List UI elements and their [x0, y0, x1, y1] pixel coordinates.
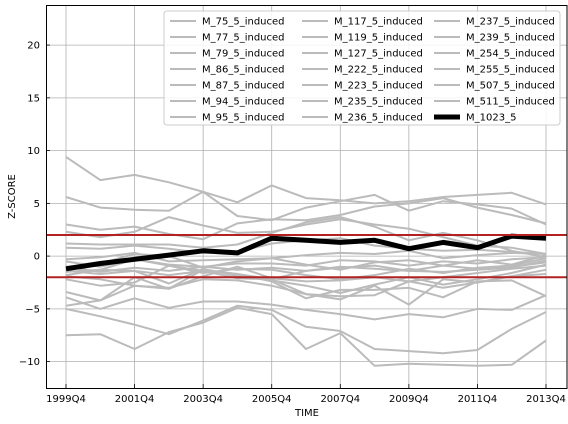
legend-entry: M_1023_5 [466, 113, 516, 124]
x-tick-label: 1999Q4 [46, 394, 86, 405]
legend-entry: M_222_5_induced [334, 65, 423, 76]
legend-entry: M_79_5_induced [202, 49, 285, 60]
legend-entry: M_235_5_induced [334, 97, 423, 108]
legend-entry: M_511_5_induced [466, 97, 555, 108]
y-tick-label: 15 [27, 93, 40, 104]
legend-entry: M_119_5_induced [334, 33, 423, 44]
legend-entry: M_94_5_induced [202, 97, 285, 108]
x-tick-label: 2003Q4 [183, 394, 223, 405]
y-tick-label: −10 [19, 357, 40, 368]
x-axis-label: TIME [294, 408, 319, 419]
y-tick-label: −5 [25, 304, 40, 315]
x-tick-label: 2009Q4 [389, 394, 429, 405]
legend-entry: M_507_5_induced [466, 81, 555, 92]
series-line [65, 216, 547, 255]
legend-entry: M_95_5_induced [202, 113, 285, 124]
series-line [65, 253, 547, 271]
x-tick-label: 2013Q4 [526, 394, 566, 405]
y-tick-label: 20 [27, 41, 40, 52]
x-tick-label: 2005Q4 [252, 394, 292, 405]
highlight-series-line [65, 233, 547, 272]
series-line [65, 156, 547, 206]
y-tick-label: 5 [34, 199, 40, 210]
legend-entry: M_236_5_induced [334, 113, 423, 124]
legend-entry: M_86_5_induced [202, 65, 285, 76]
series-line [65, 197, 547, 241]
axis-ticks: −10 −5 0 5 10 15 20 1999Q4 2001Q4 2003Q4 2005Q4 200… [19, 41, 566, 405]
series-line [65, 216, 547, 259]
series-line [65, 304, 547, 355]
x-tick-label: 2011Q4 [458, 394, 498, 405]
legend-entry: M_117_5_induced [334, 17, 423, 28]
legend-entry: M_255_5_induced [466, 65, 555, 76]
legend-entry: M_127_5_induced [334, 49, 423, 60]
legend-entry: M_87_5_induced [202, 81, 285, 92]
plot-frame [46, 5, 568, 389]
legend-entry: M_237_5_induced [466, 17, 555, 28]
x-tick-label: 2007Q4 [320, 394, 360, 405]
legend-entry: M_239_5_induced [466, 33, 555, 44]
series-line [65, 257, 547, 281]
legend-entry: M_75_5_induced [202, 17, 285, 28]
x-tick-label: 2001Q4 [115, 394, 155, 405]
legend-entry: M_77_5_induced [202, 33, 285, 44]
series-line [65, 264, 547, 302]
series-line [65, 268, 547, 307]
threshold-lines [46, 234, 567, 279]
y-axis-label: Z-SCORE [7, 174, 18, 219]
series-line [65, 261, 547, 273]
y-tick-label: 10 [27, 146, 40, 157]
y-tick-label: 0 [34, 252, 40, 263]
legend-entry: M_223_5_induced [334, 81, 423, 92]
legend: M_75_5_induced M_77_5_induced M_79_5_induc… [163, 10, 561, 126]
series-line [65, 294, 547, 321]
series-lines [65, 156, 547, 367]
legend-entry: M_254_5_induced [466, 49, 555, 60]
series-line [65, 190, 547, 226]
series-line [65, 306, 547, 367]
legend-box [163, 10, 561, 126]
